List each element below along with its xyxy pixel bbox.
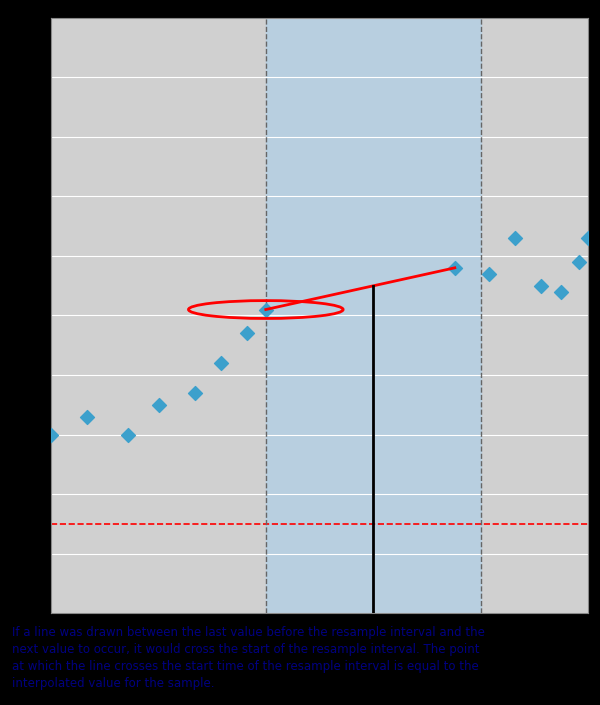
Point <box>557 286 566 298</box>
Point <box>510 233 520 244</box>
Point <box>154 399 164 410</box>
Point <box>82 411 92 422</box>
Point <box>191 387 200 398</box>
Text: If a line was drawn between the last value before the resample interval and the
: If a line was drawn between the last val… <box>12 625 485 689</box>
Point <box>242 328 251 339</box>
Point <box>575 256 584 267</box>
Point <box>450 262 460 274</box>
Point <box>536 280 545 291</box>
Bar <box>266 18 481 613</box>
Point <box>217 357 226 369</box>
Point <box>261 304 271 315</box>
Point <box>46 429 56 440</box>
Point <box>484 268 494 279</box>
Point <box>583 233 593 244</box>
Point <box>124 429 133 440</box>
